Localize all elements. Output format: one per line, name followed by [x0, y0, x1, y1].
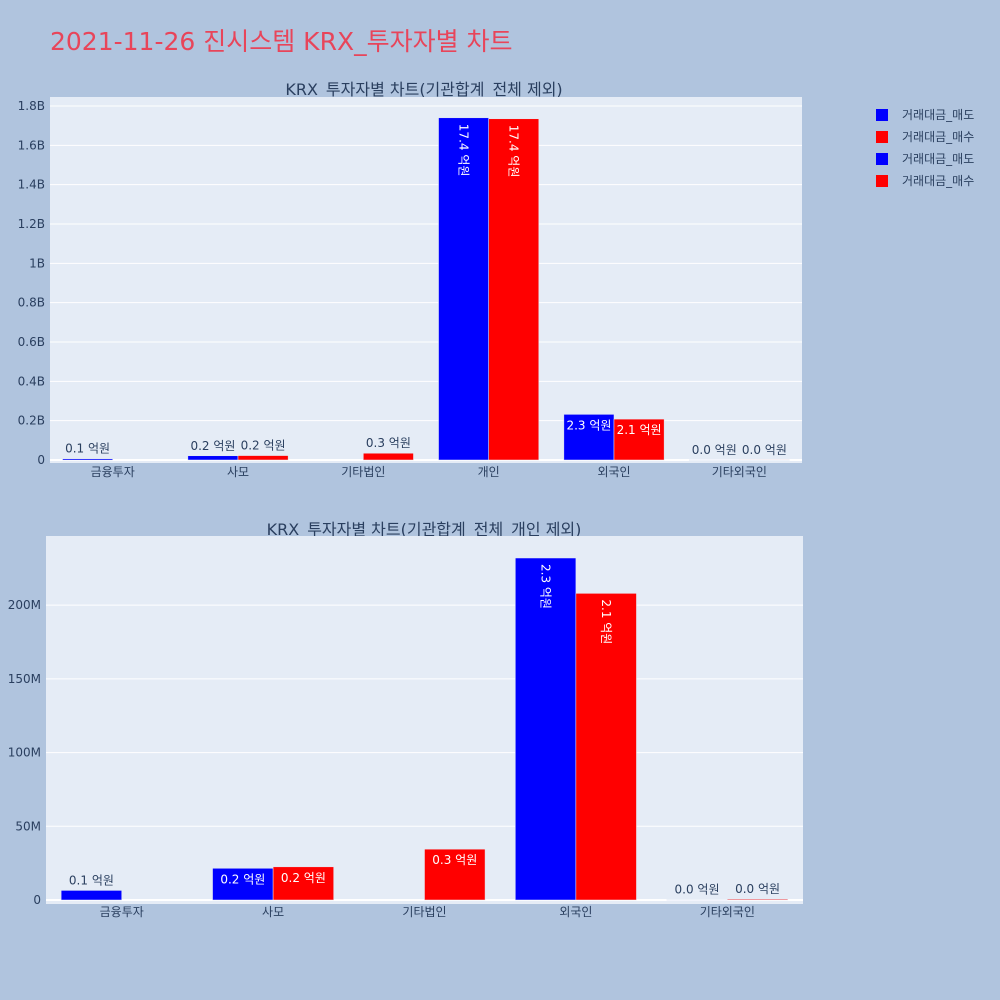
legend-item-label[interactable]: 거래대금_매도 — [902, 152, 974, 166]
chart-2-x-axis: 금융투자 사모 기타법인 외국인 기타외국인 — [100, 905, 755, 919]
chart-2-plot-area — [46, 536, 803, 904]
chart-exclude-institution-total: KRX_투자자별 차트(기관합계_전체 제외) 0 0.2B 0.4B 0.6B 0.8… — [18, 80, 802, 479]
x-tick-label: 기타외국인 — [712, 465, 767, 479]
chart-1-bars — [62, 117, 790, 461]
chart-2-data-labels: 0.1 억원 0.2 억원 0.2 억원 0.3 억원 2.3 억원 2.1 억원 0.0 … — [69, 564, 780, 897]
bar — [727, 898, 789, 901]
page-title: 2021-11-26 진시스템 KRX_투자자별 차트 — [50, 27, 513, 56]
y-tick-label: 50M — [15, 819, 41, 833]
bar — [575, 593, 637, 901]
legend-swatch — [876, 109, 888, 121]
y-tick-label: 1.6B — [18, 138, 45, 152]
data-label: 0.0 억원 — [742, 443, 787, 457]
bar — [438, 117, 489, 461]
x-tick-label: 기타법인 — [341, 465, 385, 479]
bar — [666, 899, 728, 901]
x-tick-label: 기타법인 — [402, 905, 446, 919]
x-tick-label: 금융투자 — [100, 905, 144, 919]
data-label: 0.2 억원 — [281, 871, 326, 885]
y-tick-label: 0.6B — [18, 335, 45, 349]
y-tick-label: 1.4B — [18, 178, 45, 192]
y-tick-label: 150M — [8, 672, 41, 686]
bar — [363, 452, 414, 461]
data-label: 2.1 억원 — [617, 423, 662, 437]
data-label: 0.3 억원 — [432, 853, 477, 867]
data-label: 0.0 억원 — [735, 882, 780, 896]
data-label: 17.4 억원 — [457, 124, 471, 177]
legend-item-label[interactable]: 거래대금_매수 — [902, 130, 974, 144]
x-tick-label: 금융투자 — [91, 465, 135, 479]
x-tick-label: 외국인 — [559, 905, 592, 919]
chart-1-data-labels: 0.1 억원 0.2 억원 0.2 억원 0.3 억원 17.4 억원 17.4 억원 2.… — [65, 124, 787, 457]
data-label: 0.2 억원 — [220, 872, 265, 886]
bar — [272, 866, 334, 901]
chart-1-title: KRX_투자자별 차트(기관합계_전체 제외) — [285, 80, 562, 100]
x-tick-label: 기타외국인 — [700, 905, 755, 919]
y-tick-label: 0 — [37, 453, 45, 467]
bar — [613, 418, 665, 461]
chart-exclude-institution-total-individual: KRX_투자자별 차트(기관합계_전체_개인 제외) 0 50M 100M 150M 2… — [8, 520, 803, 919]
legend-item-label[interactable]: 거래대금_매수 — [902, 174, 974, 188]
y-tick-label: 0.2B — [18, 414, 45, 428]
y-tick-label: 0.4B — [18, 374, 45, 388]
data-label: 0.0 억원 — [692, 443, 737, 457]
y-tick-label: 100M — [8, 746, 41, 760]
chart-1-grid — [50, 105, 802, 461]
y-tick-label: 0 — [33, 893, 41, 907]
chart-1-x-axis: 금융투자 사모 기타법인 개인 외국인 기타외국인 — [91, 465, 767, 479]
data-label: 17.4 억원 — [507, 125, 521, 178]
x-tick-label: 개인 — [478, 465, 500, 479]
y-tick-label: 0.8B — [18, 296, 45, 310]
chart-2-bars — [60, 557, 789, 901]
bar — [515, 557, 577, 901]
bar — [688, 459, 740, 461]
bar — [60, 890, 122, 901]
data-label: 0.2 억원 — [241, 439, 286, 453]
chart-1-plot-area — [50, 97, 802, 463]
data-label: 0.3 억원 — [366, 436, 411, 450]
bar — [62, 458, 113, 461]
y-tick-label: 1.8B — [18, 99, 45, 113]
data-label: 2.1 억원 — [599, 599, 613, 644]
bar — [187, 455, 239, 461]
chart-2-title: KRX_투자자별 차트(기관합계_전체_개인 제외) — [267, 520, 582, 540]
bar — [212, 868, 274, 901]
data-label: 0.1 억원 — [69, 873, 114, 887]
data-label: 0.2 억원 — [190, 439, 235, 453]
y-tick-label: 1.2B — [18, 217, 45, 231]
legend-swatch — [876, 153, 888, 165]
x-tick-label: 사모 — [227, 465, 249, 479]
bar — [424, 848, 486, 901]
legend-item-label[interactable]: 거래대금_매도 — [902, 108, 974, 122]
data-label: 2.3 억원 — [566, 418, 611, 432]
data-label: 0.1 억원 — [65, 442, 110, 456]
x-tick-label: 외국인 — [597, 465, 630, 479]
y-tick-label: 200M — [8, 598, 41, 612]
data-label: 2.3 억원 — [539, 564, 553, 609]
y-tick-label: 1B — [29, 256, 45, 270]
chart-1-y-axis: 0 0.2B 0.4B 0.6B 0.8B 1B 1.2B 1.4B 1.6B 1.8B — [18, 99, 45, 467]
legend-swatch — [876, 175, 888, 187]
bar — [237, 455, 289, 461]
data-label: 0.0 억원 — [675, 883, 720, 897]
legend-swatch — [876, 131, 888, 143]
chart-2-y-axis: 0 50M 100M 150M 200M — [8, 598, 41, 907]
x-tick-label: 사모 — [262, 905, 284, 919]
bar — [739, 459, 790, 461]
bar — [488, 118, 540, 461]
